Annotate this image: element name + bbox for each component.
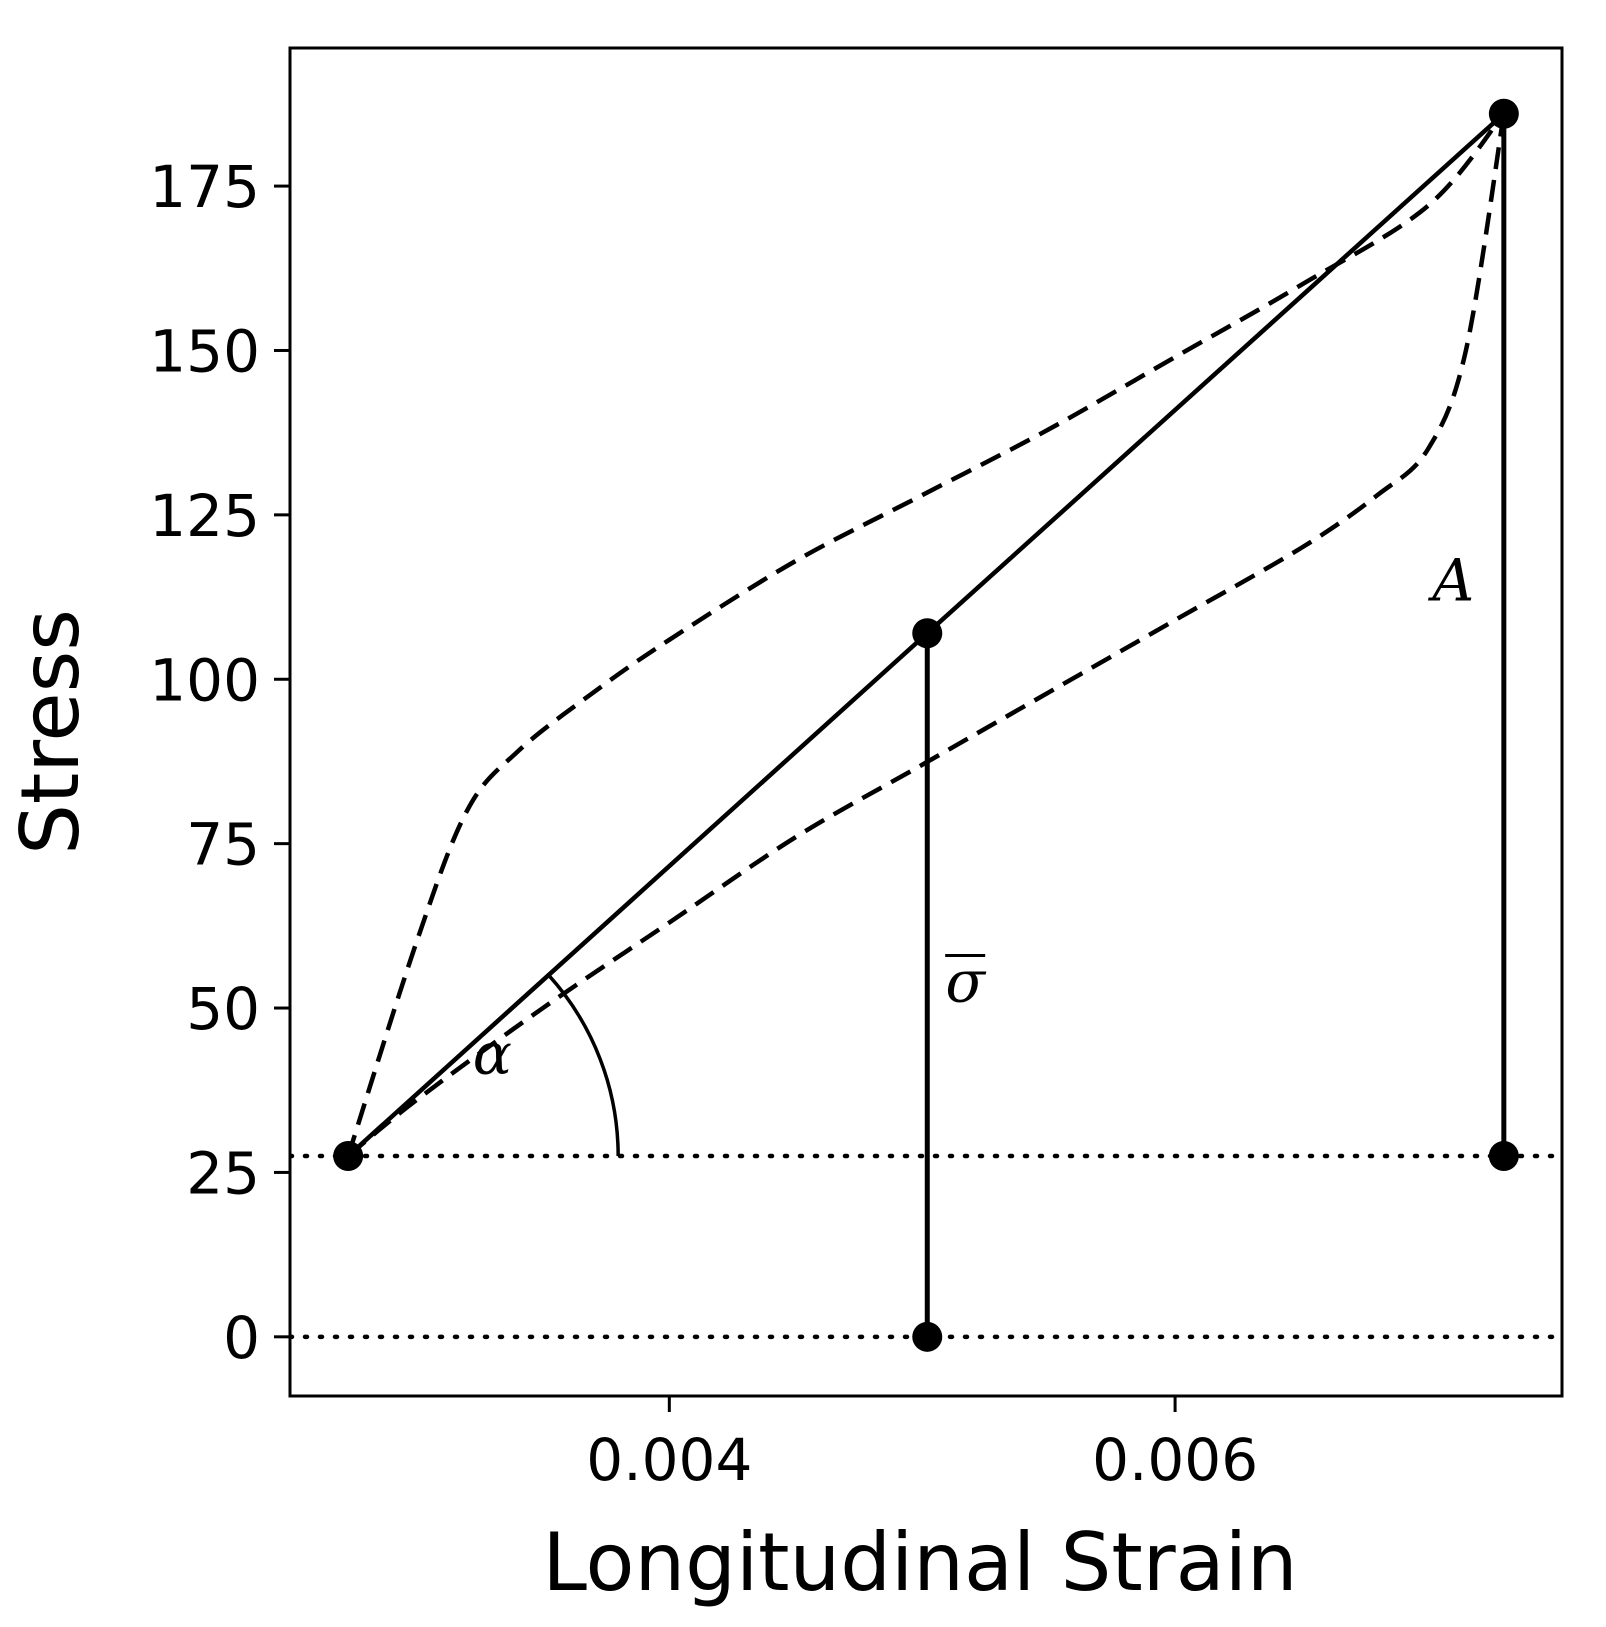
plot-frame: [288, 46, 1564, 1398]
y-tick-label-2: 50: [186, 975, 260, 1043]
annotation-label-1: σ: [945, 947, 986, 1015]
y-tick-label-5: 125: [149, 482, 260, 550]
y-tick-label-7: 175: [149, 153, 260, 221]
x-axis-title: Longitudinal Strain: [542, 1516, 1297, 1609]
data-point-4: [1488, 1140, 1519, 1171]
y-axis-title: Stress: [4, 609, 97, 855]
tick-group: 0 25 50 75 100 125 150 175 0.004 0.006: [149, 153, 1258, 1494]
plot-clip-group: [290, 98, 1562, 1352]
y-tick-label-3: 75: [186, 811, 260, 879]
x-tick-label-1: 0.006: [1092, 1426, 1258, 1494]
series-line-1: [346, 113, 1507, 1158]
y-tick-label-0: 0: [223, 1304, 260, 1372]
annotation-label-2: A: [1427, 546, 1474, 614]
series-line-0: [346, 112, 1506, 1157]
data-point-0: [333, 1140, 364, 1171]
y-tick-label-6: 150: [149, 317, 260, 385]
x-tick-label-0: 0.004: [586, 1426, 752, 1494]
y-tick-label-4: 100: [149, 646, 260, 714]
plot-area: α σ A: [288, 46, 1564, 1398]
annotation-label-0: α: [473, 1020, 512, 1088]
data-point-1: [912, 618, 943, 649]
y-tick-label-1: 25: [186, 1139, 260, 1207]
angle-arc: [547, 973, 620, 1156]
data-point-3: [912, 1321, 943, 1352]
data-point-2: [1488, 98, 1519, 129]
